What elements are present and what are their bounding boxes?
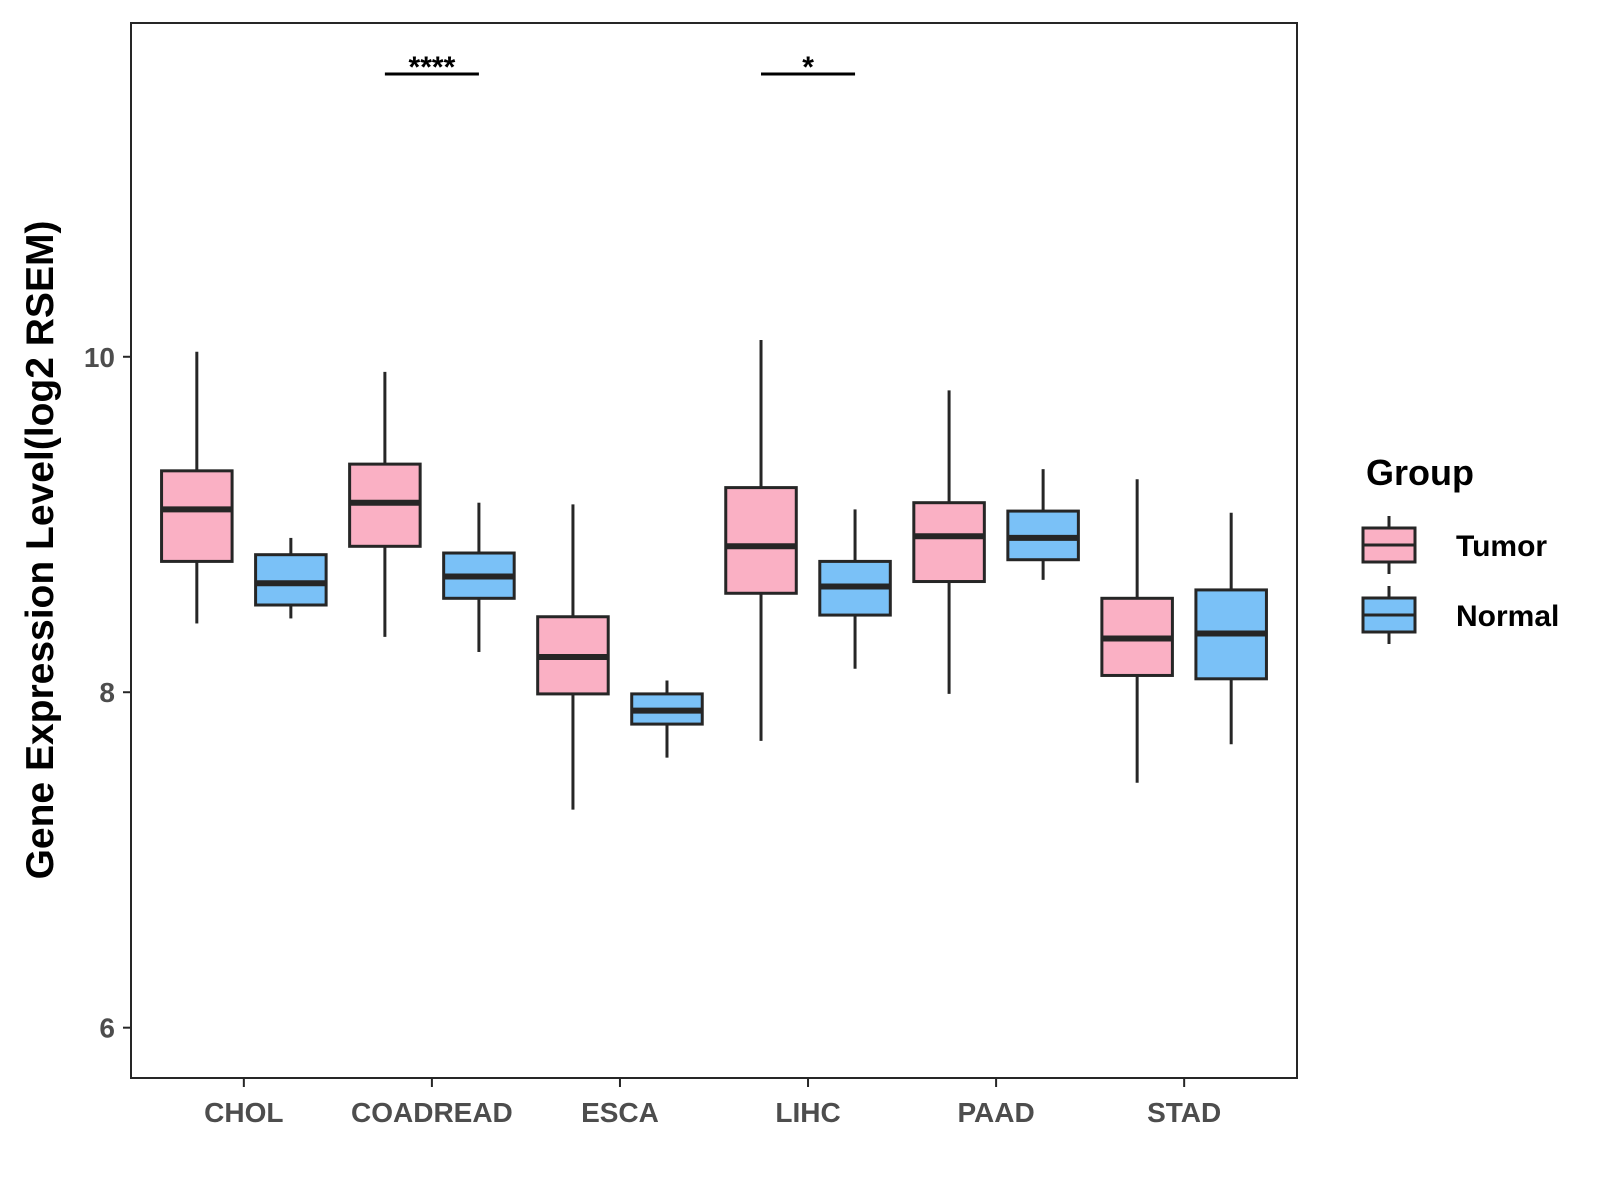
y-axis-label: Gene Expression Level(log2 RSEM): [19, 221, 62, 880]
legend-item-normal: Normal: [1361, 586, 1559, 644]
significance-label: *: [802, 51, 814, 84]
box-paad-tumor: [912, 390, 986, 694]
box-coadread-normal: [442, 502, 516, 652]
significance-label: ****: [409, 51, 456, 84]
significance-layer: **** *: [384, 51, 856, 84]
y-tick-label: 8: [99, 677, 115, 708]
box-body: [724, 486, 798, 595]
y-tick-label: 10: [84, 342, 115, 373]
y-axis: 6 8 10: [84, 342, 131, 1044]
y-tick-label: 6: [99, 1013, 115, 1044]
box-stad-tumor: [1100, 479, 1174, 783]
x-tick-label: ESCA: [581, 1097, 659, 1128]
x-tick-label: PAAD: [957, 1097, 1034, 1128]
box-paad-normal: [1006, 469, 1080, 580]
box-stad-normal: [1194, 512, 1268, 745]
legend-label: Normal: [1456, 600, 1559, 633]
legend-item-tumor: Tumor: [1361, 516, 1547, 574]
box-lihc-normal: [818, 509, 892, 669]
box-lihc-tumor: [724, 340, 798, 741]
boxes-layer: [160, 340, 1268, 810]
box-body: [912, 501, 986, 584]
x-tick-label: LIHC: [775, 1097, 840, 1128]
significance-coadread: ****: [384, 51, 479, 84]
x-tick-label: STAD: [1147, 1097, 1221, 1128]
box-esca-tumor: [536, 504, 610, 810]
legend-items: Tumor Normal: [1361, 516, 1559, 644]
box-body: [254, 553, 328, 607]
box-body: [160, 469, 234, 563]
plot-panel: [130, 22, 1298, 1079]
box-coadread-tumor: [348, 371, 422, 637]
significance-lihc: *: [761, 51, 856, 84]
box-chol-normal: [254, 537, 328, 619]
box-chol-tumor: [160, 351, 234, 624]
legend-title: Group: [1366, 452, 1474, 493]
x-tick-label: CHOL: [204, 1097, 283, 1128]
x-axis: CHOL COADREAD ESCA LIHC PAAD STAD: [204, 1078, 1221, 1128]
x-tick-label: COADREAD: [351, 1097, 513, 1128]
legend-label: Tumor: [1456, 530, 1547, 563]
box-esca-normal: [630, 680, 704, 758]
legend: Group Tumor Normal: [1361, 452, 1559, 644]
